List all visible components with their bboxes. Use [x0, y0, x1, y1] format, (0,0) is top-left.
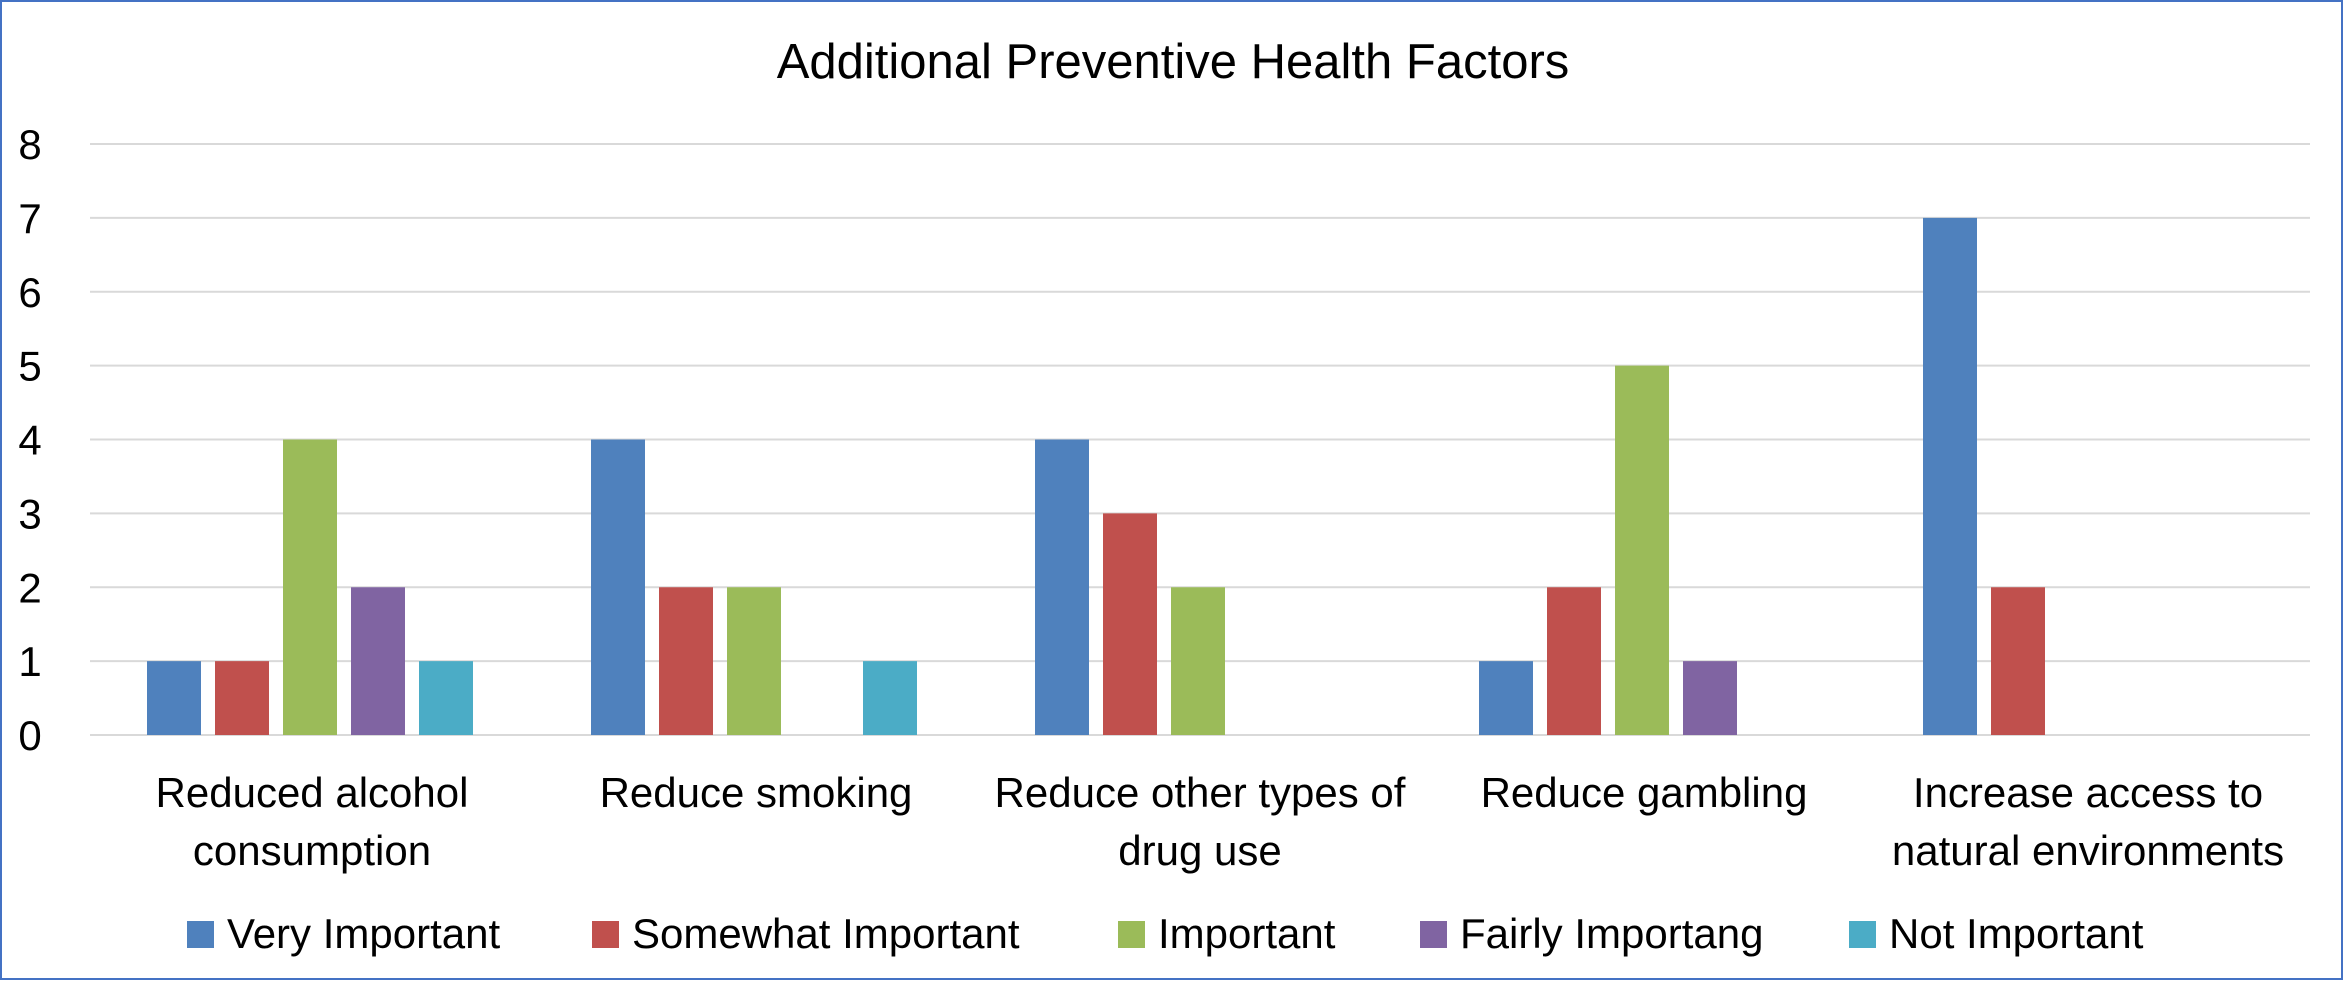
legend-swatch	[1420, 921, 1447, 948]
category-label-line: drug use	[1118, 827, 1281, 874]
legend-swatch	[187, 921, 214, 948]
chart-title: Additional Preventive Health Factors	[777, 35, 1570, 89]
legend-label: Very Important	[227, 910, 500, 957]
bar-very-important-2	[1035, 439, 1089, 735]
bar-somewhat-important-0	[215, 661, 269, 735]
legend: Very Important Somewhat Important Importan…	[187, 910, 2144, 957]
bar-important-2	[1171, 587, 1225, 735]
bar-important-3	[1615, 365, 1669, 735]
y-tick-label: 2	[18, 564, 41, 611]
bar-very-important-1	[591, 439, 645, 735]
y-tick-label: 6	[18, 269, 41, 316]
y-axis-ticks: 0 1 2 3 4 5 6 7 8	[18, 121, 41, 759]
bar-important-0	[283, 439, 337, 735]
bar-not-important-1	[863, 661, 917, 735]
legend-swatch	[592, 921, 619, 948]
y-tick-label: 3	[18, 490, 41, 537]
category-label-line: Reduce gambling	[1481, 769, 1808, 816]
category-label-line: natural environments	[1892, 827, 2284, 874]
bar-fairly-importang-3	[1683, 661, 1737, 735]
legend-swatch	[1118, 921, 1145, 948]
y-tick-label: 0	[18, 712, 41, 759]
y-tick-label: 7	[18, 195, 41, 242]
legend-label: Somewhat Important	[632, 910, 1020, 957]
y-tick-label: 5	[18, 343, 41, 390]
bar-somewhat-important-2	[1103, 513, 1157, 735]
bar-important-1	[727, 587, 781, 735]
bar-not-important-0	[419, 661, 473, 735]
category-label: Reduce smoking	[600, 769, 913, 816]
category-label: Reduced alcohol consumption	[156, 769, 469, 874]
bar-very-important-4	[1923, 217, 1977, 735]
legend-label: Not Important	[1889, 910, 2144, 957]
category-label: Increase access to natural environments	[1892, 769, 2284, 874]
bar-very-important-3	[1479, 661, 1533, 735]
category-label-line: Increase access to	[1913, 769, 2263, 816]
category-label-line: Reduce smoking	[600, 769, 913, 816]
bar-somewhat-important-1	[659, 587, 713, 735]
bars	[147, 217, 2045, 735]
y-tick-label: 4	[18, 417, 41, 464]
legend-swatch	[1849, 921, 1876, 948]
bar-fairly-importang-0	[351, 587, 405, 735]
category-label-line: Reduced alcohol	[156, 769, 469, 816]
bar-very-important-0	[147, 661, 201, 735]
category-label-line: Reduce other types of	[995, 769, 1406, 816]
bar-somewhat-important-4	[1991, 587, 2045, 735]
legend-label: Fairly Importang	[1460, 910, 1763, 957]
y-tick-label: 1	[18, 638, 41, 685]
bar-somewhat-important-3	[1547, 587, 1601, 735]
category-labels: Reduced alcohol consumption Reduce smoking…	[156, 769, 2285, 874]
category-label: Reduce other types of drug use	[995, 769, 1406, 874]
category-label: Reduce gambling	[1481, 769, 1808, 816]
y-tick-label: 8	[18, 121, 41, 168]
legend-label: Important	[1158, 910, 1336, 957]
category-label-line: consumption	[193, 827, 431, 874]
